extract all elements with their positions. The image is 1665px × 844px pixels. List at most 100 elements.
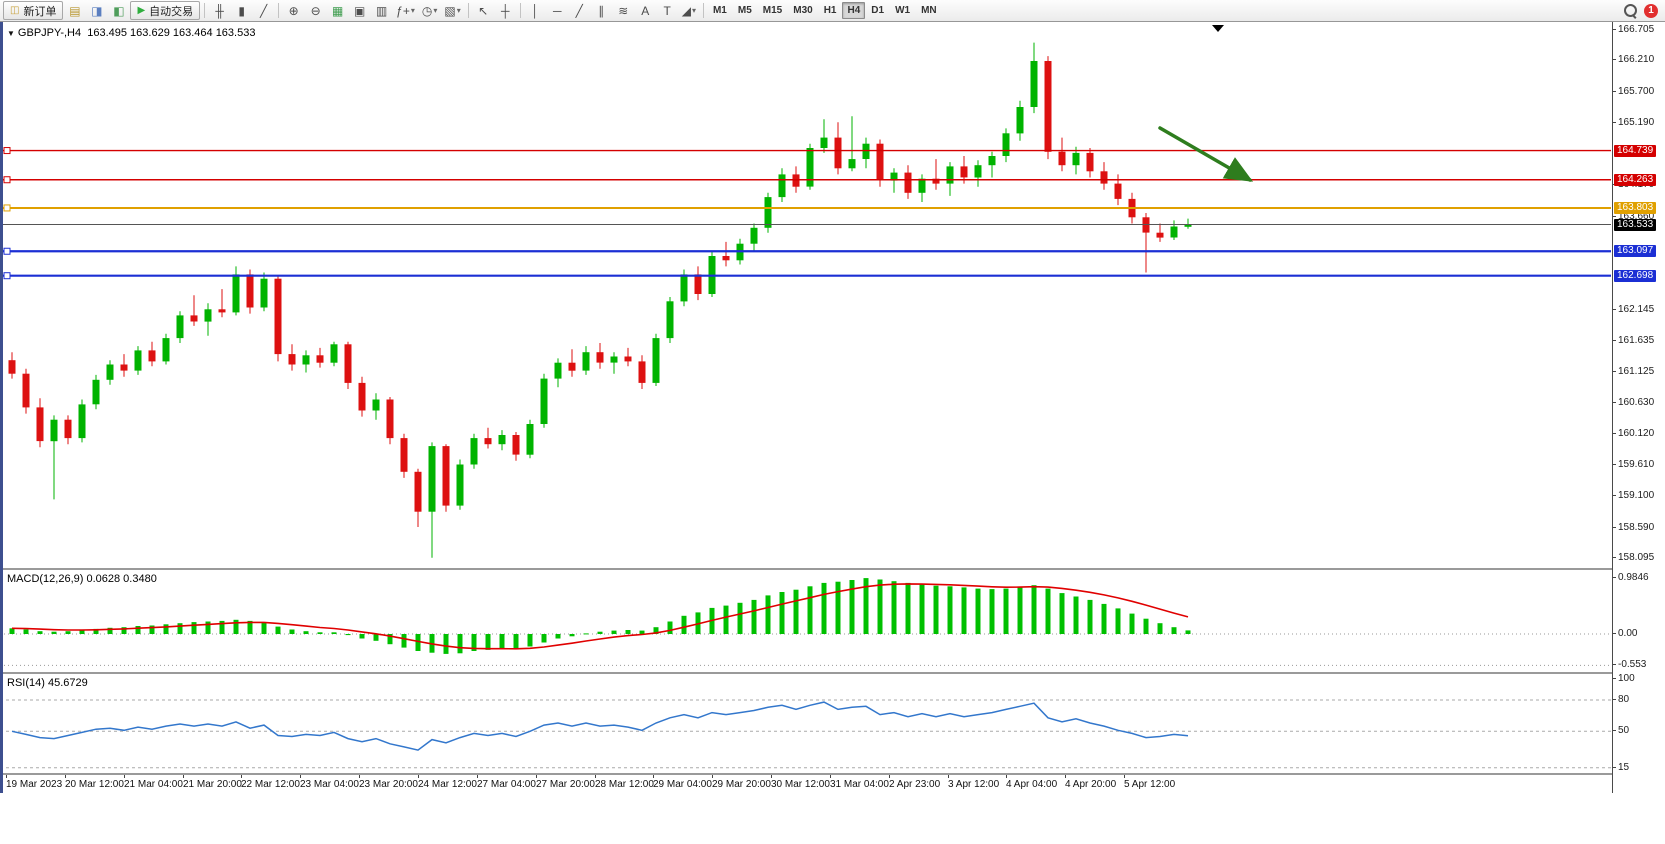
line-handle[interactable]: [3, 176, 11, 184]
macd-axis-label: 0.00: [1612, 628, 1638, 639]
trendline-icon[interactable]: ╱: [575, 3, 583, 18]
auto-trading-button[interactable]: ▶ 自动交易: [130, 1, 201, 20]
candle: [568, 362, 576, 371]
candle: [302, 355, 310, 365]
candle: [806, 148, 814, 187]
price-axis-label: 165.190: [1612, 116, 1655, 128]
periods-dropdown[interactable]: ◷ ▾: [421, 3, 438, 18]
panel-splitter[interactable]: [0, 672, 1665, 674]
candle: [792, 174, 800, 187]
candlestick-chart-icon[interactable]: ▮: [238, 3, 245, 18]
zoom-in-icon[interactable]: ⊕: [288, 3, 299, 18]
fibonacci-icon[interactable]: ≋: [618, 3, 629, 18]
macd-panel[interactable]: [0, 570, 1611, 672]
candle: [316, 355, 324, 363]
line-handle[interactable]: [3, 272, 11, 280]
rsi-panel[interactable]: [0, 674, 1611, 773]
macd-bar: [541, 634, 547, 643]
cascade-windows-icon[interactable]: ▣: [353, 3, 366, 18]
timeframe-d1-button[interactable]: D1: [871, 5, 885, 16]
macd-bar: [177, 623, 183, 634]
price-axis-label: 160.630: [1612, 396, 1655, 408]
text-icon[interactable]: A: [641, 3, 650, 18]
candle: [652, 338, 660, 383]
macd-bar: [219, 620, 225, 634]
indicators-dropdown[interactable]: ƒ+ ▾: [396, 3, 415, 18]
panel-splitter[interactable]: [0, 568, 1665, 570]
line-handle[interactable]: [3, 247, 11, 255]
macd-bar: [527, 634, 533, 647]
panel-splitter: [0, 773, 1665, 775]
candlestick-chart[interactable]: [0, 22, 1611, 568]
price-axis-label: 159.610: [1612, 459, 1655, 471]
candle: [918, 178, 926, 193]
line-handle[interactable]: [3, 147, 11, 155]
notifications-badge[interactable]: 1: [1644, 3, 1658, 18]
bar-chart-icon[interactable]: ╫: [215, 3, 224, 18]
new-order-button-label: 新订单: [23, 5, 57, 18]
candle: [498, 435, 506, 445]
equidistant-channel-icon[interactable]: ∥: [598, 3, 605, 18]
candle: [1044, 61, 1052, 152]
time-label: 27 Mar 20:00: [536, 775, 595, 790]
label-icon[interactable]: T: [663, 3, 671, 18]
time-label: 23 Mar 20:00: [359, 775, 418, 790]
time-axis[interactable]: 19 Mar 2023 20 Mar 12:00 21 Mar 04:00 21 Ma…: [0, 775, 1611, 793]
tile-windows-icon[interactable]: ▦: [331, 3, 344, 18]
candle: [722, 256, 730, 261]
candle: [988, 156, 996, 166]
arrange-windows-icon[interactable]: ▥: [375, 3, 388, 18]
macd-bar: [443, 634, 449, 654]
candle: [1184, 224, 1192, 227]
candle: [862, 143, 870, 159]
cursor-icon[interactable]: ↖: [478, 3, 489, 18]
candle: [22, 373, 30, 408]
timeframe-m1-button[interactable]: M1: [712, 5, 727, 16]
price-axis-label: 163.660: [1612, 210, 1655, 222]
time-label: 19 Mar 2023: [6, 775, 63, 790]
main-chart-panel[interactable]: [0, 22, 1611, 568]
macd-bar: [1129, 613, 1135, 634]
macd-bar: [807, 586, 813, 634]
price-axis[interactable]: 166.705166.210165.700165.190164.170163.6…: [1612, 22, 1665, 793]
search-icon[interactable]: [1624, 4, 1637, 17]
candle: [540, 378, 548, 424]
candle: [372, 399, 380, 411]
timeframe-m5-button[interactable]: M5: [737, 5, 752, 16]
candle: [610, 356, 618, 363]
navigator-icon[interactable]: ◨: [91, 3, 103, 18]
candle: [120, 364, 128, 371]
candle: [1114, 183, 1122, 199]
templates-dropdown[interactable]: ▧ ▾: [444, 3, 461, 18]
price-axis-label: 158.095: [1612, 551, 1655, 563]
timeframe-h1-button[interactable]: H1: [823, 5, 837, 16]
macd-bar: [625, 630, 631, 634]
line-chart-icon[interactable]: ╱: [260, 3, 268, 18]
line-price-label: 163.097: [1614, 245, 1657, 258]
shapes-dropdown[interactable]: ◢ ▾: [681, 3, 696, 18]
timeframe-w1-button[interactable]: W1: [895, 5, 911, 16]
macd-bar: [793, 589, 799, 634]
market-watch-icon[interactable]: ▤: [69, 3, 81, 18]
macd-bar: [93, 628, 99, 634]
timeframe-m15-button[interactable]: M15: [762, 5, 783, 16]
crosshair-icon[interactable]: ┼: [500, 3, 510, 18]
timeframe-m30-button[interactable]: M30: [793, 5, 813, 16]
zoom-out-icon[interactable]: ⊖: [310, 3, 321, 18]
candle: [50, 419, 58, 442]
vertical-line-icon[interactable]: │: [531, 3, 539, 18]
macd-bar: [569, 634, 575, 637]
chart-menu-icon[interactable]: ▼: [7, 29, 15, 38]
new-order-button[interactable]: ◫ 新订单: [3, 1, 64, 20]
macd-bar: [583, 633, 589, 635]
terminal-icon[interactable]: ◧: [113, 3, 125, 18]
timeframe-h4-button[interactable]: H4: [842, 2, 866, 19]
candle: [400, 438, 408, 472]
timeframe-mn-button[interactable]: MN: [921, 5, 937, 16]
price-axis-label: 161.125: [1612, 366, 1655, 378]
line-handle[interactable]: [3, 204, 11, 212]
annotation-arrow[interactable]: [1158, 126, 1254, 182]
macd-bar: [359, 634, 365, 639]
horizontal-line-icon[interactable]: ─: [552, 3, 562, 18]
toolbar-separator: [278, 3, 280, 18]
